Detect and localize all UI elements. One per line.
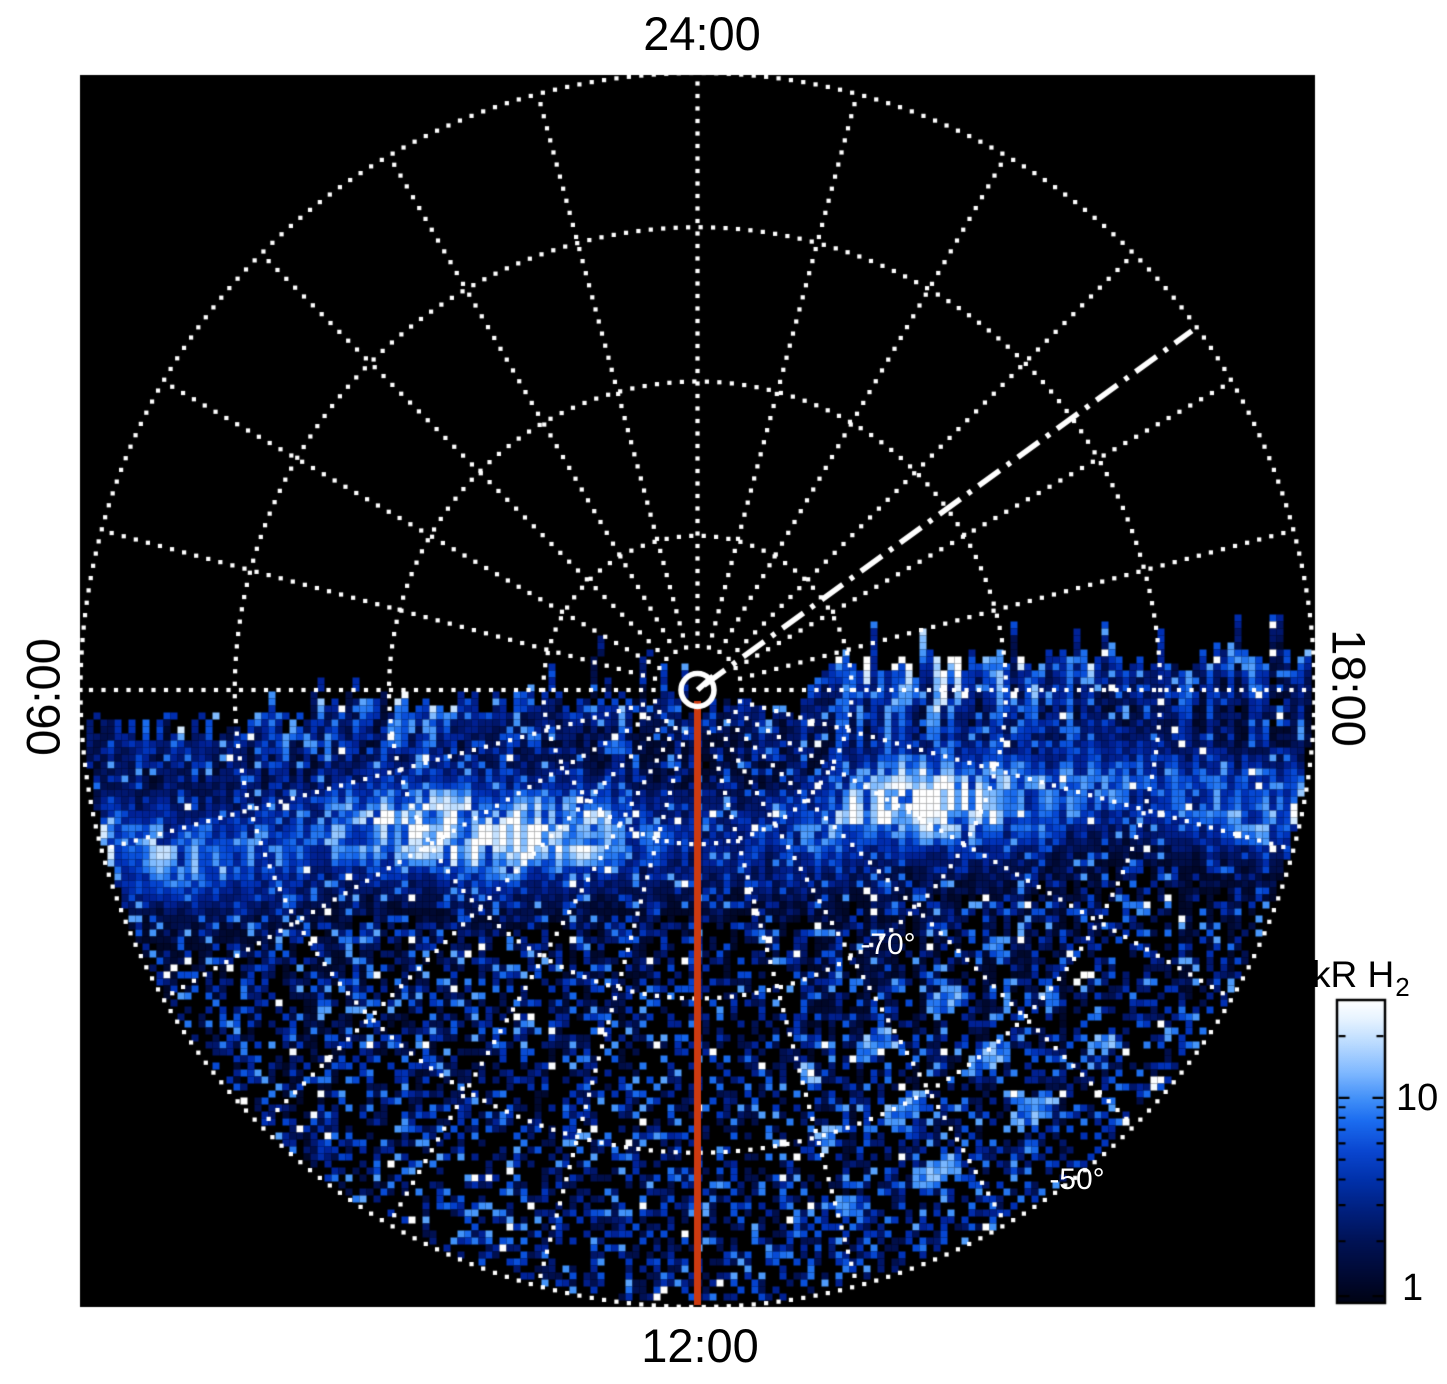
local-time-label-0600: 06:00: [16, 638, 70, 756]
local-time-label-1800: 18:00: [1322, 629, 1376, 747]
latitude-label-minus-50: -50°: [1049, 1163, 1105, 1196]
latitude-label-minus-70: -70°: [860, 928, 916, 961]
colorbar-tick-label-10: 10: [1396, 1077, 1439, 1119]
colorbar-tick-label-1: 1: [1402, 1267, 1424, 1309]
local-time-label-1200: 12:00: [641, 1319, 759, 1372]
colorbar-title: kR H2: [1312, 954, 1410, 1000]
local-time-label-2400: 24:00: [643, 7, 761, 60]
colorbar-title-subscript: 2: [1395, 972, 1410, 1002]
colorbar-title-main: kR H: [1312, 954, 1395, 995]
